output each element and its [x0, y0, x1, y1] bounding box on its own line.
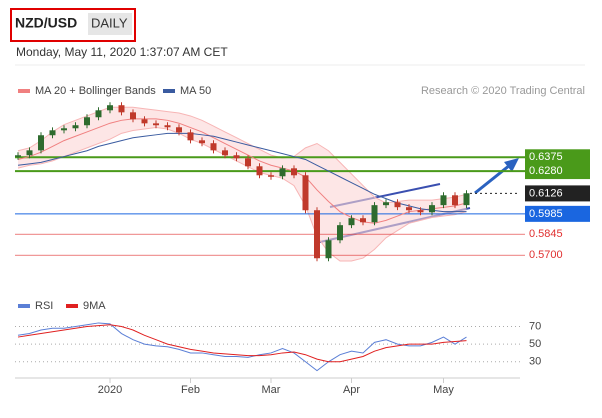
candle	[176, 127, 182, 133]
candle	[245, 158, 251, 167]
candle	[72, 125, 79, 129]
candle	[429, 205, 435, 213]
rsi-line	[17, 322, 467, 372]
candle	[95, 110, 102, 118]
timeframe: DAILY	[91, 15, 128, 30]
x-tick-label: Apr	[343, 384, 360, 396]
level-label: 0.5700	[529, 249, 563, 261]
candle	[360, 218, 366, 223]
legend-swatch	[163, 89, 175, 93]
credit: Research © 2020 Trading Central	[421, 85, 585, 97]
legend-swatch	[18, 304, 30, 308]
candle	[268, 175, 274, 177]
candle	[314, 210, 320, 259]
level-label: 0.6375	[529, 151, 563, 163]
level-label: 0.5845	[529, 228, 563, 240]
candle	[84, 117, 90, 126]
level-box	[525, 185, 590, 202]
candle	[49, 130, 56, 136]
candle	[26, 150, 33, 156]
candle	[153, 123, 159, 126]
candle	[279, 168, 286, 177]
x-tick-label: Mar	[262, 384, 281, 396]
candle	[164, 125, 171, 128]
candle	[337, 225, 343, 241]
candle	[118, 105, 125, 113]
candle	[210, 143, 217, 151]
candle	[141, 119, 148, 124]
candle	[256, 166, 263, 176]
level-label: 0.5985	[529, 208, 563, 220]
candle	[291, 168, 297, 176]
x-tick-label: Feb	[181, 384, 200, 396]
x-tick-label: May	[433, 384, 454, 396]
candle	[452, 195, 458, 206]
rsi-tick-label: 50	[529, 338, 541, 350]
ma-line	[17, 118, 467, 224]
level-box	[525, 163, 590, 180]
candle	[463, 193, 470, 206]
candle	[348, 218, 355, 226]
candle	[15, 155, 21, 157]
level-box	[525, 149, 590, 166]
candle	[222, 150, 228, 156]
arrow-head	[504, 158, 519, 172]
subtitle: Monday, May 11, 2020 1:37:07 AM CET	[16, 45, 228, 59]
candle	[302, 175, 309, 211]
legend-label: 9MA	[83, 300, 106, 312]
legend-label: RSI	[35, 300, 53, 312]
level-label: 0.6280	[529, 165, 563, 177]
forecast-arrow	[474, 163, 511, 195]
candle	[406, 207, 412, 211]
candle	[38, 135, 44, 151]
chart-title: NZD/USD	[15, 15, 77, 31]
candle	[61, 128, 67, 131]
candle	[199, 140, 205, 144]
candle	[417, 210, 424, 213]
candle	[187, 132, 194, 141]
level-label: 0.6126	[529, 187, 563, 199]
legend-swatch	[18, 89, 30, 93]
rsi-tick-label: 70	[529, 320, 541, 332]
candle	[383, 202, 389, 206]
candle	[325, 240, 332, 259]
candle	[130, 112, 136, 120]
ma-line	[17, 132, 467, 213]
legend-label: MA 20 + Bollinger Bands	[35, 85, 156, 97]
candle	[107, 105, 113, 111]
candle	[233, 155, 240, 159]
candle	[371, 205, 378, 223]
legend-swatch	[66, 304, 78, 308]
rsi-tick-label: 30	[529, 356, 541, 368]
candle	[394, 202, 401, 208]
timeframe-bg	[88, 13, 132, 35]
band-upper	[17, 106, 467, 204]
x-tick-label: 2020	[98, 384, 122, 396]
rsi-line	[17, 324, 467, 363]
level-box	[525, 205, 590, 222]
legend-label: MA 50	[180, 85, 211, 97]
candle	[440, 195, 447, 206]
highlight-box	[10, 8, 136, 42]
